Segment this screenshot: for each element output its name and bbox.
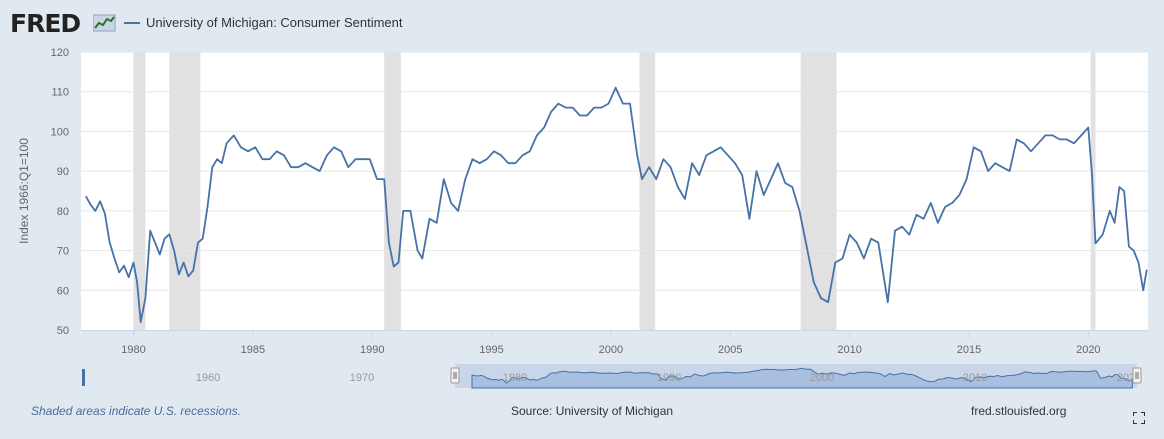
y-tick-label: 100 xyxy=(51,126,69,138)
recession-band xyxy=(639,52,656,330)
x-tick-label: 1990 xyxy=(360,344,384,356)
navigator-tick-label: 1980 xyxy=(503,372,527,384)
x-tick-label: 2010 xyxy=(837,344,861,356)
recession-band xyxy=(384,52,401,330)
legend-line-icon xyxy=(124,21,140,24)
navigator-right-handle[interactable] xyxy=(1132,367,1142,384)
fred-logo[interactable]: FRED xyxy=(10,9,81,38)
y-tick-label: 70 xyxy=(57,246,69,258)
chart-header: FRED University of Michigan: Consumer Se… xyxy=(0,0,1164,44)
x-tick-label: 2020 xyxy=(1076,344,1100,356)
x-tick-label: 2000 xyxy=(599,344,623,356)
y-tick-label: 90 xyxy=(57,166,69,178)
series-line xyxy=(85,86,1148,324)
navigator-series xyxy=(471,367,1133,389)
x-tick-label: 2005 xyxy=(718,344,742,356)
plot-area xyxy=(81,52,1148,330)
y-axis-label: Index 1966:Q1=100 xyxy=(17,138,31,244)
fullscreen-icon[interactable] xyxy=(1133,412,1145,424)
navigator-tick-label: 1970 xyxy=(350,372,374,384)
y-tick-label: 120 xyxy=(51,47,69,59)
navigator-start-marker xyxy=(82,369,85,386)
navigator-tick-label: 1990 xyxy=(657,372,681,384)
fred-graph-icon xyxy=(93,14,116,32)
recession-band xyxy=(800,52,837,330)
recessions-note: Shaded areas indicate U.S. recessions. xyxy=(31,404,242,418)
y-tick-label: 110 xyxy=(51,87,69,99)
x-tick-label: 1985 xyxy=(241,344,265,356)
navigator-tick-label: 2000 xyxy=(810,372,834,384)
navigator-tick-label: 2010 xyxy=(963,372,987,384)
legend-label: University of Michigan: Consumer Sentime… xyxy=(146,15,403,30)
source-text: Source: University of Michigan xyxy=(511,404,674,418)
y-tick-label: 50 xyxy=(57,325,69,337)
y-tick-label: 60 xyxy=(57,285,69,297)
y-tick-label: 80 xyxy=(57,206,69,218)
x-tick-label: 1995 xyxy=(479,344,503,356)
navigator-left-handle[interactable] xyxy=(450,367,460,384)
navigator-tick-label: 1960 xyxy=(196,372,220,384)
site-link[interactable]: fred.stlouisfed.org xyxy=(971,404,1067,418)
line-chart: 50 60 70 80 90 100 110 120 1980 1985 1990 1995 2000 2… xyxy=(17,47,1148,389)
legend-item[interactable]: University of Michigan: Consumer Sentime… xyxy=(124,15,403,30)
x-tick-label: 2015 xyxy=(957,344,981,356)
x-tick-label: 1980 xyxy=(121,344,145,356)
recession-band xyxy=(169,52,201,330)
recession-band xyxy=(133,52,146,330)
